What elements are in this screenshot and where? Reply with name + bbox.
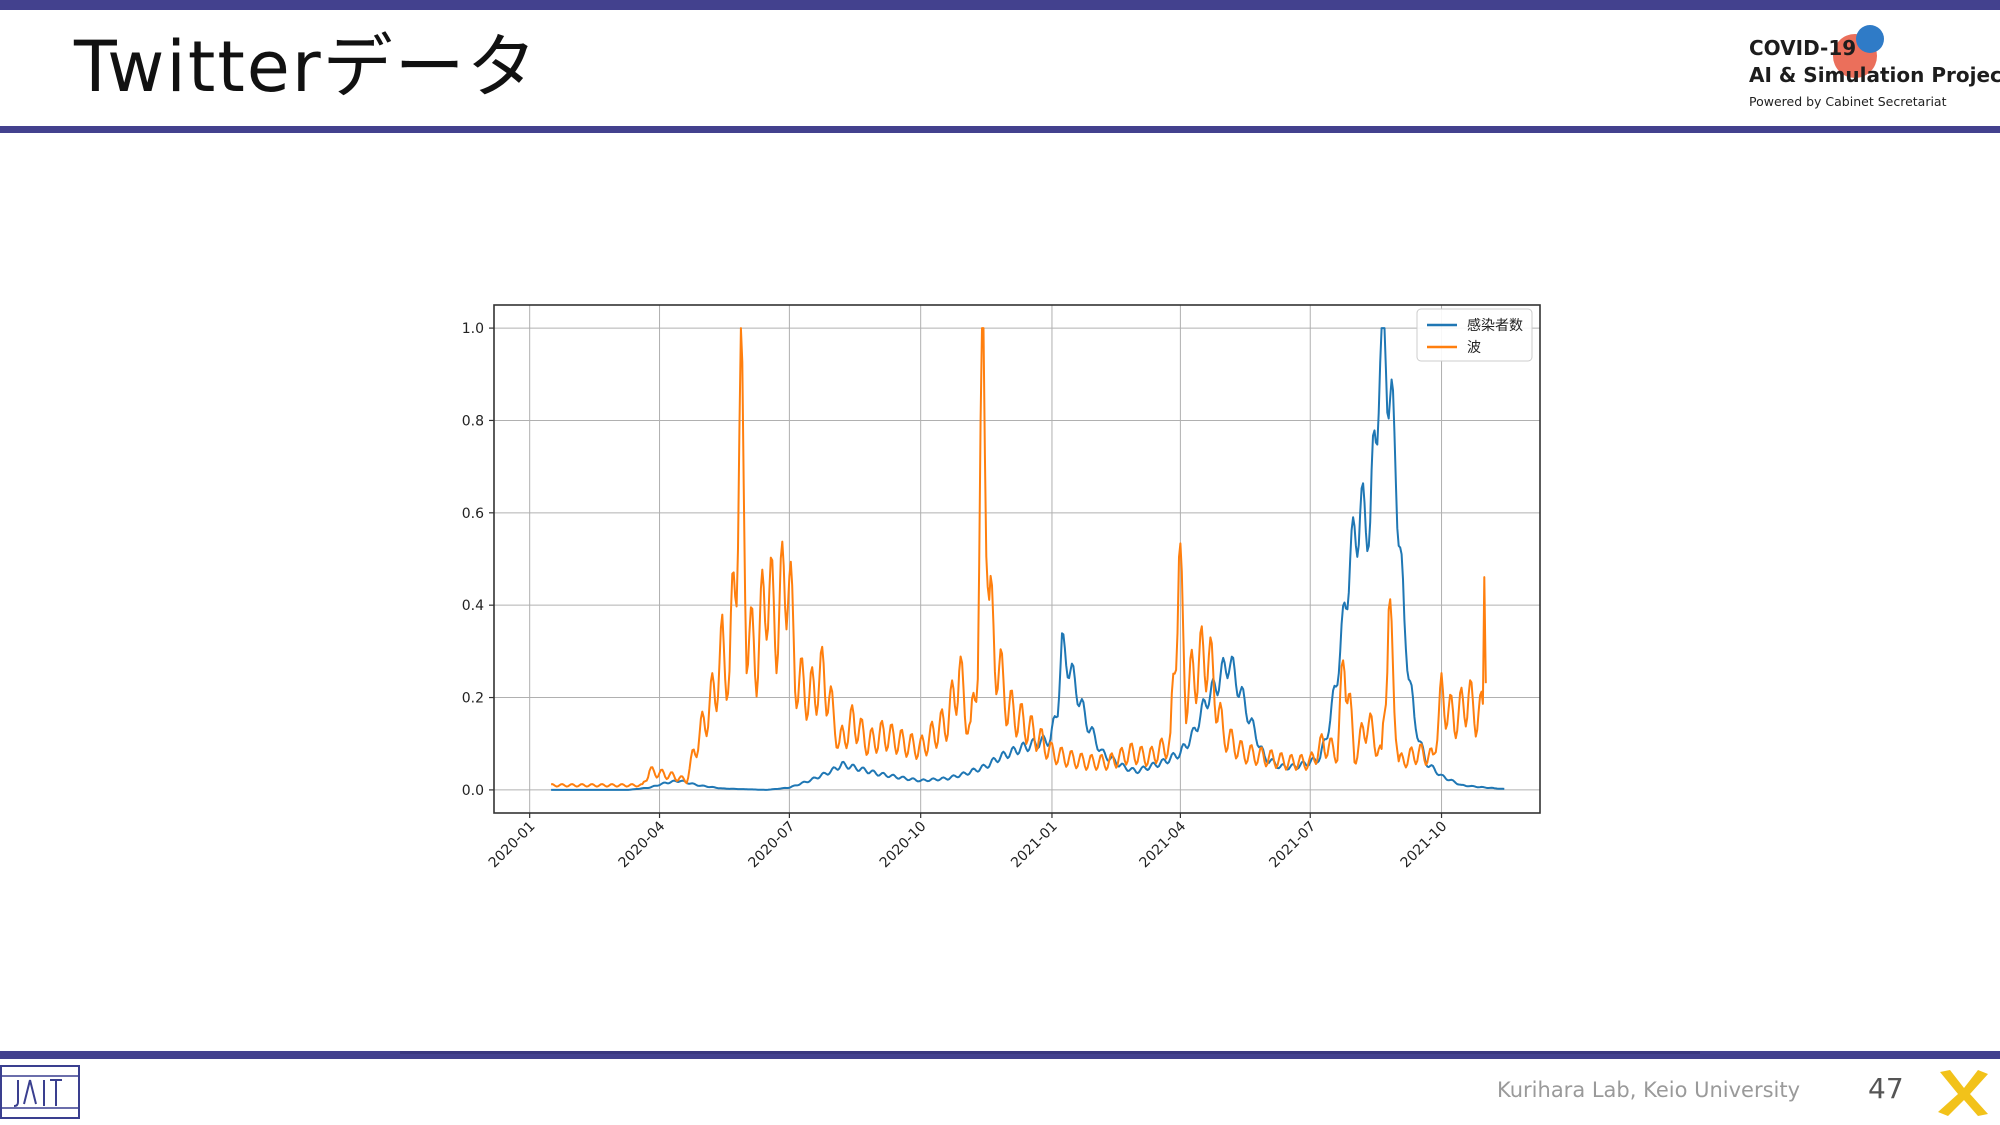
logo-line-3: Powered by Cabinet Secretariat [1749, 94, 1947, 109]
line-chart: 0.0 0.2 0.4 0.6 0.8 1.0 2020-01 2020-04 2020-07… [462, 304, 1541, 872]
y-tick-labels: 0.0 0.2 0.4 0.6 0.8 1.0 [462, 321, 494, 799]
cross-icon [1938, 1070, 1988, 1116]
logo-line-1: COVID-19 [1749, 36, 1857, 60]
y-tick-label: 0.4 [462, 598, 484, 614]
plot-frame [493, 304, 1541, 814]
page-number: 47 [1868, 1072, 1904, 1105]
y-tick-label: 0.6 [462, 506, 484, 522]
logo-blue-circle [1856, 25, 1884, 53]
top-accent-bar [0, 0, 2000, 10]
y-tick-label: 0.2 [462, 691, 484, 707]
series-line-0 [551, 327, 1505, 791]
y-tick-label: 0.0 [462, 783, 484, 799]
lab-logo-icon [0, 1065, 80, 1119]
y-tick-label: 0.8 [462, 413, 484, 429]
x-tick-label: 2020-07 [746, 819, 799, 872]
footer-credit: Kurihara Lab, Keio University [1497, 1078, 1801, 1102]
series-line-1 [551, 327, 1487, 788]
x-tick-label: 2020-01 [486, 819, 539, 872]
x-tick-label: 2021-04 [1137, 818, 1190, 871]
x-tick-label: 2020-10 [877, 819, 930, 872]
header-divider [0, 126, 2000, 133]
covid-project-logo: COVID-19 AI & Simulation Project Powered… [1745, 20, 2000, 120]
x-tick-label: 2021-10 [1398, 819, 1451, 872]
legend-label: 感染者数 [1467, 317, 1523, 334]
slide-title: Twitterデータ [74, 26, 539, 108]
logo-line-2: AI & Simulation Project [1749, 63, 2000, 87]
x-tick-labels: 2020-01 2020-04 2020-07 2020-10 2021-01 2021-… [486, 813, 1451, 872]
x-tick-label: 2021-07 [1266, 819, 1319, 872]
y-tick-label: 1.0 [462, 321, 484, 337]
legend-label: 波 [1467, 340, 1481, 356]
x-tick-label: 2021-01 [1008, 819, 1061, 872]
footer-divider [0, 1051, 2000, 1059]
x-tick-label: 2020-04 [616, 818, 669, 871]
series-layer [551, 327, 1505, 791]
chart-container: 0.0 0.2 0.4 0.6 0.8 1.0 2020-01 2020-04 2020-07… [440, 290, 1570, 900]
footer-divider-accent [400, 1051, 1700, 1054]
